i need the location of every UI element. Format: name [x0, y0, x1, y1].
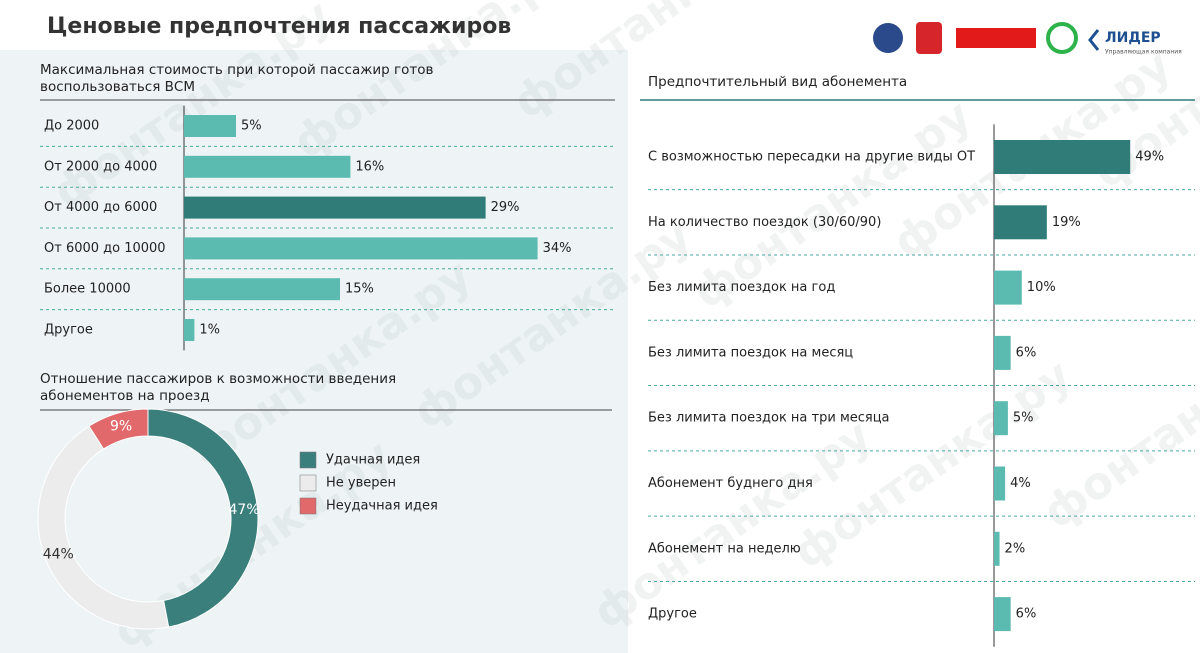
- category-label: От 2000 до 4000: [44, 159, 157, 174]
- logo-emblem: [873, 23, 903, 53]
- bar: [184, 278, 340, 301]
- category-label: Абонемент буднего дня: [648, 476, 813, 491]
- category-label: На количество поездок (30/60/90): [648, 215, 881, 230]
- bar: [184, 237, 538, 260]
- logo-text: ЛИДЕР: [1105, 30, 1161, 46]
- legend-label: Не уверен: [326, 476, 396, 491]
- logo-rzd: [956, 28, 1036, 48]
- value-label: 5%: [241, 119, 262, 134]
- watermark: фонтанка.ру: [1034, 310, 1200, 539]
- value-label: 2%: [1005, 541, 1026, 556]
- legend-swatch: [299, 497, 317, 515]
- bar: [184, 115, 236, 137]
- category-label: С возможностью пересадки на другие виды …: [648, 150, 975, 165]
- watermark: фонтанка.ру: [504, 0, 801, 129]
- value-label: 9%: [110, 418, 132, 434]
- logo-subtext: Управляющая компания: [1105, 49, 1182, 56]
- bar: [994, 401, 1008, 436]
- category-label: Другое: [44, 323, 93, 338]
- legend-swatch: [299, 474, 317, 492]
- category-label: Без лимита поездок на месяц: [648, 345, 853, 360]
- bar: [994, 466, 1006, 501]
- bar: [994, 597, 1011, 632]
- value-label: 4%: [1010, 476, 1031, 491]
- page-title: Ценовые предпочтения пассажиров: [47, 14, 512, 39]
- chart-title: Предпочтительный вид абонемента: [648, 74, 908, 90]
- value-label: 16%: [355, 159, 384, 174]
- value-label: 6%: [1016, 607, 1037, 622]
- category-label: Другое: [648, 607, 697, 622]
- legend-label: Неудачная идея: [326, 499, 438, 514]
- bar: [184, 196, 486, 219]
- value-label: 6%: [1016, 345, 1037, 360]
- value-label: 49%: [1135, 150, 1164, 165]
- value-label: 19%: [1052, 215, 1081, 230]
- donut-segment: [88, 408, 149, 450]
- bar: [994, 531, 1000, 566]
- bar: [994, 270, 1022, 305]
- category-label: От 4000 до 6000: [44, 200, 157, 215]
- value-label: 44%: [43, 547, 74, 563]
- bar: [994, 140, 1131, 174]
- value-label: 47%: [229, 502, 260, 518]
- value-label: 15%: [345, 282, 374, 297]
- value-label: 5%: [1013, 411, 1034, 426]
- value-label: 1%: [199, 323, 220, 338]
- category-label: От 6000 до 10000: [44, 241, 166, 256]
- legend-label: Удачная идея: [326, 453, 420, 468]
- chart-title: Максимальная стоимость при которой пасса…: [40, 62, 434, 95]
- logo-lider-mark: [1088, 29, 1100, 51]
- bar: [994, 335, 1011, 370]
- panel-background: [0, 50, 628, 653]
- category-label: Без лимита поездок на год: [648, 280, 835, 295]
- category-label: Без лимита поездок на три месяца: [648, 411, 890, 426]
- legend-swatch: [299, 451, 317, 469]
- value-label: 29%: [491, 200, 520, 215]
- logo-sber: [1046, 22, 1078, 54]
- logos: ЛИДЕР Управляющая компания: [873, 22, 1182, 56]
- bar: [184, 319, 195, 341]
- chart-title: Отношение пассажиров к возможности введе…: [40, 371, 397, 404]
- category-label: Абонемент на неделю: [648, 541, 801, 556]
- bar: [994, 205, 1047, 240]
- bar: [184, 155, 351, 178]
- category-label: До 2000: [44, 119, 99, 134]
- value-label: 34%: [543, 241, 572, 256]
- logo-moscow: [916, 22, 942, 54]
- category-label: Более 10000: [44, 282, 131, 297]
- donut-segment: [147, 408, 259, 628]
- value-label: 10%: [1027, 280, 1056, 295]
